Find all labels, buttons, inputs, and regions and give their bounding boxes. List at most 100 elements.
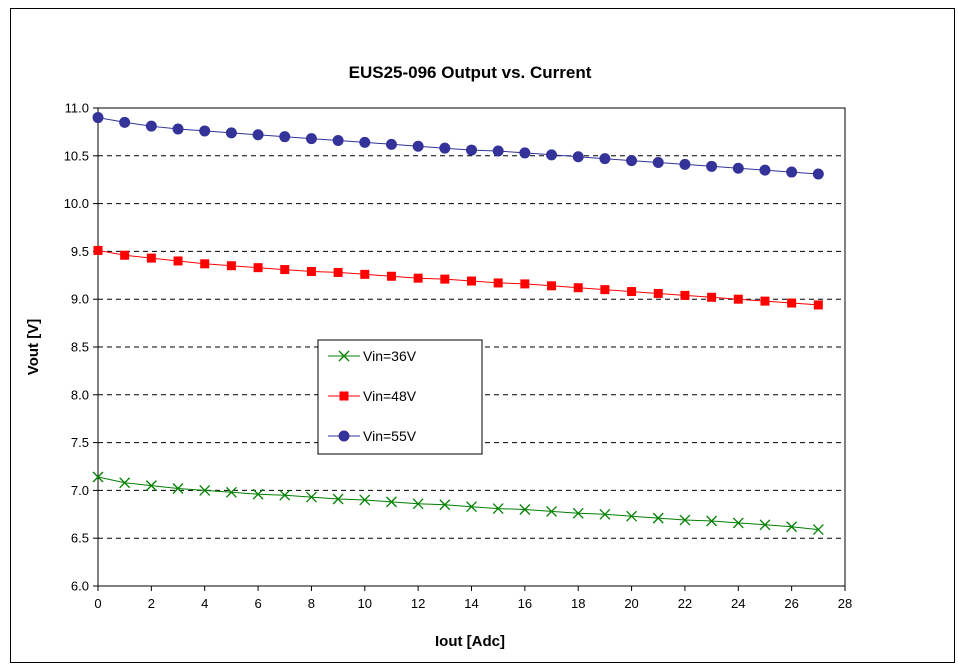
data-point xyxy=(679,158,691,170)
data-point xyxy=(787,298,797,308)
data-point xyxy=(653,288,663,298)
data-point xyxy=(760,296,770,306)
data-point xyxy=(466,501,477,513)
data-point xyxy=(679,514,691,526)
y-tick-label: 9.5 xyxy=(71,244,89,259)
data-point xyxy=(492,145,504,157)
data-point xyxy=(759,164,771,176)
data-point xyxy=(279,131,291,143)
series-line xyxy=(97,476,819,531)
data-point xyxy=(333,267,343,277)
x-tick-label: 24 xyxy=(731,596,745,611)
data-point xyxy=(652,512,664,524)
data-point xyxy=(360,269,370,279)
marker-stroke xyxy=(519,504,531,515)
data-point xyxy=(199,125,211,137)
data-point xyxy=(412,140,424,152)
data-point xyxy=(413,273,423,283)
data-point xyxy=(599,153,611,165)
data-point xyxy=(225,486,237,498)
marker-stroke xyxy=(439,499,451,511)
marker-stroke xyxy=(225,486,237,498)
data-point xyxy=(600,285,610,295)
y-tick-label: 10.5 xyxy=(64,148,89,163)
marker-stroke xyxy=(466,501,477,513)
legend: Vin=36V Vin=48V Vin=55V xyxy=(317,339,483,455)
series-vin-36v xyxy=(92,471,824,536)
marker-stroke xyxy=(386,496,397,508)
marker-stroke xyxy=(145,480,157,492)
data-point xyxy=(280,265,290,275)
data-point xyxy=(572,151,584,163)
data-point xyxy=(732,517,744,529)
y-axis-title: Vout [V] xyxy=(25,319,42,375)
series-layer xyxy=(92,112,824,536)
x-tick-label: 22 xyxy=(678,596,692,611)
marker-stroke xyxy=(305,491,317,503)
x-tick-label: 26 xyxy=(784,596,798,611)
data-point xyxy=(173,256,183,266)
legend-entry: Vin=36V xyxy=(328,348,417,364)
series-line xyxy=(97,249,819,306)
data-point xyxy=(786,521,798,533)
data-point xyxy=(253,263,263,273)
data-point xyxy=(279,489,291,501)
legend-marker xyxy=(338,350,350,362)
x-tick-label: 16 xyxy=(518,596,532,611)
data-point xyxy=(439,142,451,154)
data-point xyxy=(252,129,264,141)
data-point xyxy=(546,149,558,161)
data-point xyxy=(759,519,771,531)
data-point xyxy=(385,138,397,150)
data-point xyxy=(707,292,717,302)
marker-stroke xyxy=(252,488,264,500)
data-point xyxy=(359,136,371,148)
data-point xyxy=(706,160,718,172)
series-vin-48v xyxy=(93,245,823,310)
x-tick-label: 10 xyxy=(358,596,372,611)
data-point xyxy=(252,488,264,500)
data-point xyxy=(119,116,131,128)
chart-frame xyxy=(10,8,955,663)
marker-stroke xyxy=(172,483,184,494)
data-point xyxy=(626,510,638,522)
marker-stroke xyxy=(119,477,131,489)
data-point xyxy=(145,480,157,492)
data-point xyxy=(572,507,584,519)
data-point xyxy=(732,162,744,174)
data-point xyxy=(172,483,184,494)
data-point xyxy=(359,494,371,506)
data-point xyxy=(439,499,451,511)
data-point xyxy=(519,504,531,515)
data-point xyxy=(92,112,104,124)
data-point xyxy=(519,147,531,159)
legend-entry: Vin=48V xyxy=(328,388,417,404)
y-tick-label: 6.0 xyxy=(71,579,89,594)
marker-stroke xyxy=(812,524,824,536)
series-vin-55v xyxy=(92,112,824,180)
data-point xyxy=(573,283,583,293)
data-point xyxy=(332,135,344,147)
legend-label: Vin=48V xyxy=(363,388,417,404)
x-tick-label: 8 xyxy=(308,596,315,611)
data-point xyxy=(812,524,824,536)
chart-title: EUS25-096 Output vs. Current xyxy=(349,63,592,82)
data-point xyxy=(305,491,317,503)
legend-label: Vin=55V xyxy=(363,428,417,444)
data-point xyxy=(467,276,476,286)
legend-marker xyxy=(339,391,349,401)
y-tick-label: 8.0 xyxy=(71,387,89,402)
data-point xyxy=(199,484,211,496)
data-point xyxy=(440,274,450,284)
marker-stroke xyxy=(412,498,424,510)
marker-stroke xyxy=(359,494,371,506)
y-tick-label: 8.5 xyxy=(71,340,89,355)
data-point xyxy=(412,498,424,510)
data-point xyxy=(812,168,824,180)
y-tick-label: 6.5 xyxy=(71,531,89,546)
data-point xyxy=(386,496,397,508)
x-tick-label: 4 xyxy=(201,596,208,611)
data-point xyxy=(733,294,743,304)
x-tick-label: 6 xyxy=(254,596,261,611)
